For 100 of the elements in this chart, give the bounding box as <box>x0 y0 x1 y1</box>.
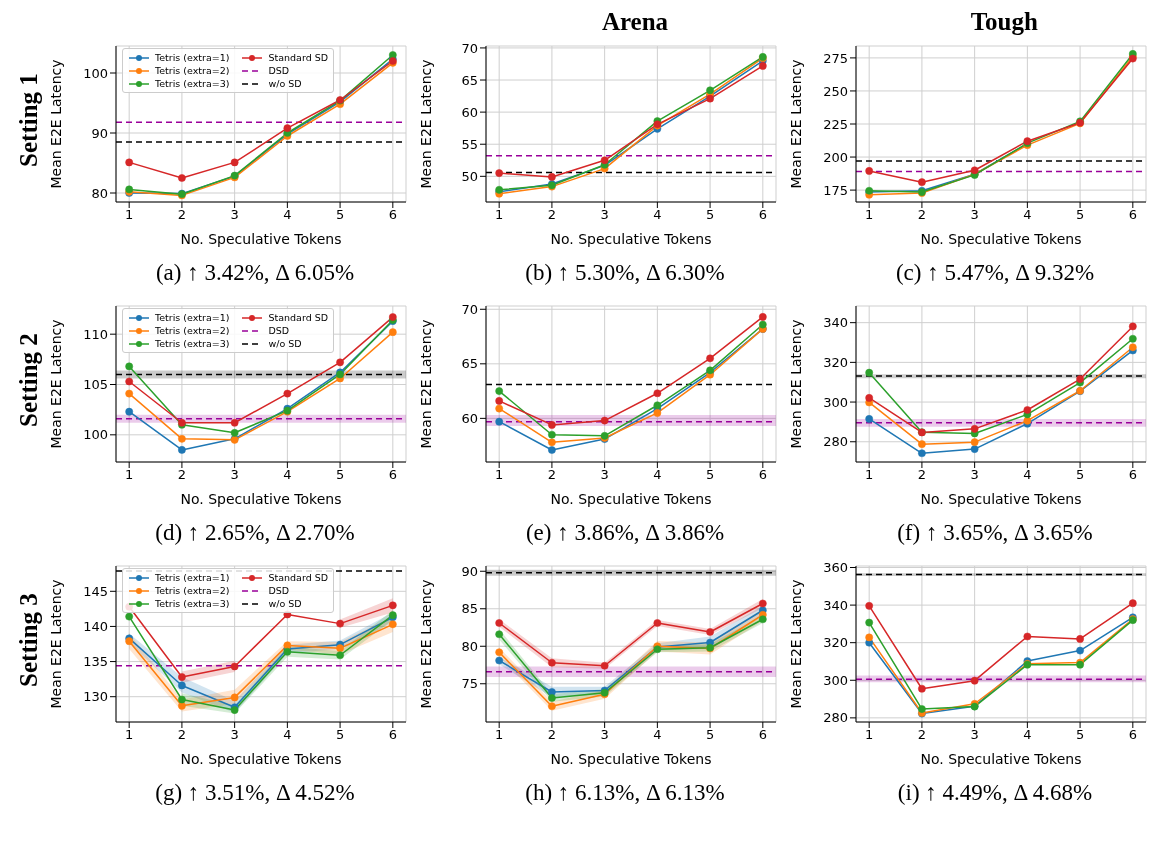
y-tick-label: 85 <box>461 601 478 617</box>
y-tick-label: 320 <box>823 354 848 370</box>
text: Setting 3 <box>15 593 43 687</box>
x-tick-label: 2 <box>177 467 187 483</box>
legend-label: w/o SD <box>268 77 302 90</box>
x-tick-label: 5 <box>1075 727 1085 743</box>
legend-label: Tetris (extra=2) <box>155 64 230 77</box>
y-tick-label: 100 <box>83 427 108 443</box>
x-tick-label: 3 <box>230 727 239 743</box>
y-tick-label: 225 <box>823 116 848 132</box>
x-tick-label: 3 <box>230 207 239 223</box>
legend-label: DSD <box>268 324 290 337</box>
y-tick-label: 105 <box>83 377 108 393</box>
text: (h) ↑ 6.13%, Δ 6.13% <box>524 780 726 807</box>
x-tick-label: 2 <box>547 727 557 743</box>
y-axis-title: Mean E2E Latency <box>417 319 434 449</box>
legend-label: Tetris (extra=1) <box>155 571 230 584</box>
x-tick-label: 6 <box>758 207 767 223</box>
x-axis-title: No. Speculative Tokens <box>180 751 342 767</box>
text: (b) ↑ 5.30%, Δ 6.30% <box>524 260 726 287</box>
y-tick-label: 80 <box>461 638 478 654</box>
y-tick-label: 200 <box>823 149 848 165</box>
y-tick-label: 280 <box>823 434 848 450</box>
legend-label: Tetris (extra=2) <box>155 324 230 337</box>
x-tick-label: 5 <box>705 467 715 483</box>
x-tick-label: 6 <box>1128 467 1137 483</box>
x-axis-title: No. Speculative Tokens <box>550 491 712 507</box>
x-tick-label: 2 <box>917 207 927 223</box>
x-tick-label: 1 <box>125 207 134 223</box>
y-tick-label: 100 <box>83 65 108 81</box>
y-axis-title: Mean E2E Latency <box>787 319 804 449</box>
x-tick-label: 4 <box>283 727 292 743</box>
y-axis-title: Mean E2E Latency <box>47 319 64 449</box>
y-tick-label: 70 <box>461 301 478 317</box>
x-tick-label: 5 <box>335 207 345 223</box>
x-tick-label: 2 <box>177 207 187 223</box>
y-tick-label: 65 <box>461 356 478 372</box>
legend-label: Tetris (extra=3) <box>155 77 230 90</box>
y-tick-label: 50 <box>461 168 478 184</box>
x-tick-label: 6 <box>1128 207 1137 223</box>
x-tick-label: 4 <box>1023 467 1032 483</box>
x-axis-title: No. Speculative Tokens <box>180 491 342 507</box>
legend-label: Standard SD <box>268 51 329 64</box>
y-axis-title: Mean E2E Latency <box>787 579 804 709</box>
x-tick-label: 3 <box>600 467 609 483</box>
text: (e) ↑ 3.86%, Δ 3.86% <box>524 520 726 547</box>
x-axis-title: No. Speculative Tokens <box>550 751 712 767</box>
x-tick-label: 2 <box>917 467 927 483</box>
text: (c) ↑ 5.47%, Δ 9.32% <box>894 260 1096 287</box>
y-tick-label: 110 <box>83 326 108 342</box>
x-tick-label: 3 <box>600 727 609 743</box>
y-tick-label: 130 <box>83 689 108 705</box>
y-tick-label: 75 <box>461 676 478 692</box>
y-tick-label: 135 <box>83 654 108 670</box>
x-axis-title: No. Speculative Tokens <box>550 231 712 247</box>
x-axis-title: No. Speculative Tokens <box>920 491 1082 507</box>
x-tick-label: 3 <box>970 727 979 743</box>
x-tick-label: 6 <box>388 467 397 483</box>
x-tick-label: 5 <box>335 727 345 743</box>
text: (f) ↑ 3.65%, Δ 3.65% <box>896 520 1094 547</box>
y-tick-label: 360 <box>823 560 848 576</box>
x-tick-label: 1 <box>125 467 134 483</box>
y-tick-label: 340 <box>823 315 848 331</box>
y-tick-label: 145 <box>83 583 108 599</box>
y-tick-label: 90 <box>461 563 478 579</box>
x-tick-label: 5 <box>705 207 715 223</box>
y-tick-label: 90 <box>91 125 108 141</box>
y-axis-title: Mean E2E Latency <box>47 579 64 709</box>
x-axis-title: No. Speculative Tokens <box>180 231 342 247</box>
text: (i) ↑ 4.49%, Δ 4.68% <box>896 780 1094 807</box>
x-tick-label: 6 <box>388 727 397 743</box>
x-tick-label: 1 <box>865 727 874 743</box>
x-tick-label: 2 <box>547 467 557 483</box>
legend-label: Standard SD <box>268 571 329 584</box>
text: Setting 1 <box>15 73 43 167</box>
legend-label: w/o SD <box>268 337 302 350</box>
x-tick-label: 1 <box>495 727 504 743</box>
x-tick-label: 1 <box>495 207 504 223</box>
y-tick-label: 175 <box>823 182 848 198</box>
x-tick-label: 2 <box>177 727 187 743</box>
x-tick-label: 4 <box>1023 207 1032 223</box>
y-tick-label: 250 <box>823 83 848 99</box>
text: (d) ↑ 2.65%, Δ 2.70% <box>154 520 356 547</box>
legend-label: DSD <box>268 584 290 597</box>
y-tick-label: 300 <box>823 394 848 410</box>
chart-title: Arena <box>600 8 670 37</box>
y-tick-label: 80 <box>91 185 108 201</box>
text: (g) ↑ 3.51%, Δ 4.52% <box>154 780 356 807</box>
legend-label: Tetris (extra=3) <box>155 597 230 610</box>
y-tick-label: 140 <box>83 619 108 635</box>
x-tick-label: 4 <box>283 207 292 223</box>
x-tick-label: 6 <box>388 207 397 223</box>
y-tick-label: 70 <box>461 40 478 56</box>
y-tick-label: 65 <box>461 72 478 88</box>
x-tick-label: 3 <box>600 207 609 223</box>
x-tick-label: 4 <box>653 207 662 223</box>
legend-label: Tetris (extra=1) <box>155 51 230 64</box>
legend-label: w/o SD <box>268 597 302 610</box>
legend-label: Tetris (extra=2) <box>155 584 230 597</box>
x-tick-label: 5 <box>1075 207 1085 223</box>
